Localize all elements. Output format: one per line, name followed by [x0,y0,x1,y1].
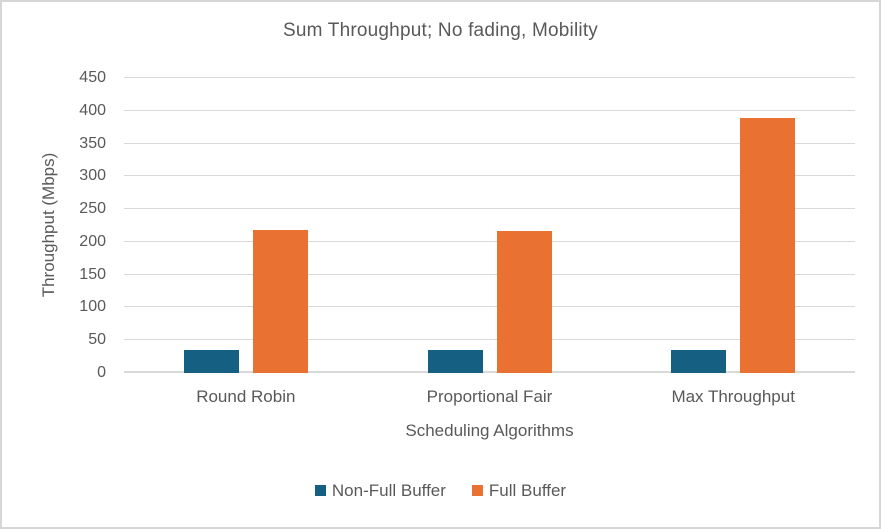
legend: Non-Full Buffer Full Buffer [2,482,879,499]
y-gridline [124,175,855,177]
y-tick-label: 50 [88,331,106,349]
y-axis-title: Throughput (Mbps) [39,152,58,298]
y-gridline [124,240,855,242]
bar-groups [124,78,855,373]
y-gridline [124,109,855,111]
y-tick-label: 300 [79,167,106,185]
y-gridline [124,142,855,144]
x-category-label: Proportional Fair [426,387,553,406]
bar [740,118,796,373]
chart-title: Sum Throughput; No fading, Mobility [282,20,599,41]
legend-swatch-icon [471,485,483,496]
legend-item: Non-Full Buffer [314,481,446,500]
x-axis-baseline [124,371,855,373]
y-tick-label: 450 [79,69,106,86]
y-axis-tick-labels: 0 50 100 150 200 250 300 350 400 450 [2,70,106,381]
bar [671,350,727,373]
y-tick-label: 100 [79,298,106,316]
legend-item: Full Buffer [471,481,567,500]
y-tick-label: 0 [97,364,106,381]
bar [496,230,552,373]
plot-area [124,77,855,373]
bar [183,350,239,373]
x-category-label: Round Robin [196,387,296,406]
y-gridline [124,77,855,78]
y-tick-label: 400 [79,101,106,119]
bar-group [368,78,612,373]
bar-group [124,78,368,373]
bar-group [611,78,855,373]
y-gridline [124,339,855,341]
y-tick-label: 250 [79,200,106,218]
legend-swatch-icon [314,485,326,496]
bar [252,230,308,373]
y-gridline [124,208,855,210]
y-tick-label: 350 [79,134,106,152]
y-gridline [124,273,855,275]
x-category-label: Max Throughput [671,387,795,406]
y-tick-label: 200 [79,232,106,250]
legend-label: Non-Full Buffer [331,481,446,500]
bar [427,350,483,373]
legend-label: Full Buffer [488,481,567,500]
y-tick-label: 150 [79,265,106,283]
x-axis-title: Scheduling Algorithms [405,421,574,440]
x-axis-category-labels: Round Robin Proportional Fair Max Throughp… [124,387,855,407]
y-gridline [124,306,855,308]
